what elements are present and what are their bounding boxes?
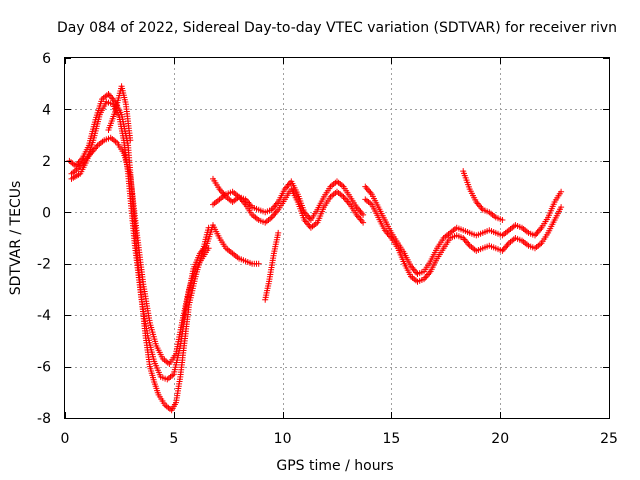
series-track-j xyxy=(460,168,506,223)
series-track-h xyxy=(362,196,565,285)
series-track-e xyxy=(210,175,367,223)
data-point xyxy=(255,260,262,267)
x-tick-label: 5 xyxy=(169,431,178,447)
plot-frame xyxy=(64,57,610,419)
data-point xyxy=(360,211,367,218)
x-axis-title: GPS time / hours xyxy=(276,458,393,474)
chart-title: Day 084 of 2022, Sidereal Day-to-day VTE… xyxy=(57,20,617,36)
axis-ticks xyxy=(65,58,610,419)
x-tick-labels: 0 5 10 15 20 25 xyxy=(61,431,618,447)
data-point xyxy=(275,229,282,236)
y-tick-labels: -8 -6 -4 -2 0 2 4 6 xyxy=(37,51,51,427)
data-point xyxy=(127,137,134,144)
series-track-b xyxy=(68,98,262,383)
data-point xyxy=(558,204,565,211)
y-tick-label: -4 xyxy=(37,308,51,324)
y-tick-label: 2 xyxy=(42,154,51,170)
x-tick-label: 15 xyxy=(382,431,400,447)
data-markers xyxy=(66,83,565,414)
y-axis-title: SDTVAR / TECUs xyxy=(8,181,24,296)
data-point xyxy=(499,217,506,223)
data-point xyxy=(205,245,212,252)
series-track-i xyxy=(362,183,565,277)
data-point xyxy=(360,219,367,226)
y-tick-label: 4 xyxy=(42,102,51,118)
data-point xyxy=(533,230,540,237)
series-track-f xyxy=(210,186,367,231)
y-tick-label: 0 xyxy=(42,205,51,221)
y-tick-label: -2 xyxy=(37,257,51,273)
y-tick-label: 6 xyxy=(42,51,51,67)
x-tick-label: 0 xyxy=(61,431,70,447)
x-tick-label: 10 xyxy=(274,431,292,447)
series-track-c xyxy=(68,134,212,367)
x-tick-label: 25 xyxy=(600,431,618,447)
y-tick-label: -8 xyxy=(37,411,51,427)
data-point xyxy=(558,188,565,195)
series-track-d xyxy=(105,83,134,144)
series-track-g xyxy=(262,229,282,303)
y-tick-label: -6 xyxy=(37,360,51,376)
x-tick-label: 20 xyxy=(491,431,509,447)
